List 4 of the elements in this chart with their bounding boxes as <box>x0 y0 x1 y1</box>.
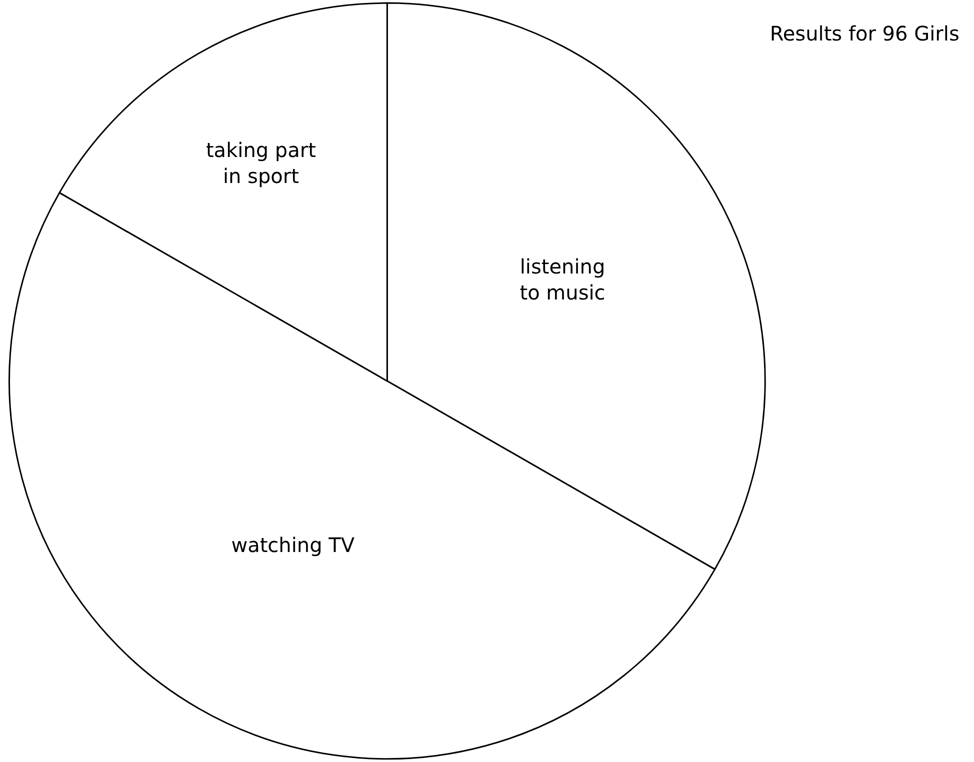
text: Results for 96 Girls <box>770 22 960 46</box>
slice-label: listening to music <box>520 254 606 305</box>
slice-label: watching TV <box>231 532 355 557</box>
slice-label: taking part in sport <box>206 138 316 188</box>
